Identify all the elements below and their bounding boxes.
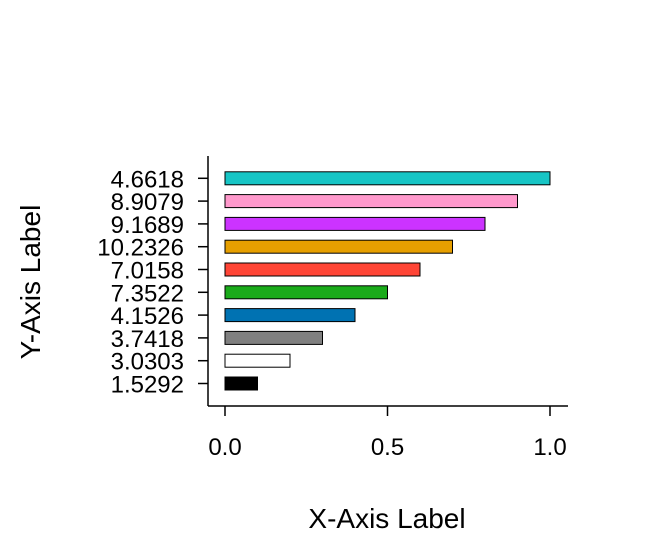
- plot-area: [224, 171, 551, 391]
- y-tick-label: 7.3522: [111, 280, 184, 307]
- y-tick-label: 4.1526: [111, 303, 184, 330]
- bar: [224, 239, 453, 254]
- bar: [224, 376, 258, 391]
- bar: [224, 262, 421, 277]
- y-tick-label: 8.9079: [111, 189, 184, 216]
- x-tick-label: 1.0: [533, 434, 566, 461]
- y-tick-label: 3.0303: [111, 349, 184, 376]
- bar: [224, 353, 291, 368]
- bar: [224, 285, 388, 300]
- x-tick-label: 0.0: [208, 434, 241, 461]
- bar: [224, 194, 518, 209]
- y-tick-label: 10.2326: [97, 235, 184, 262]
- y-tick-label: 1.5292: [111, 372, 184, 399]
- y-ticks: 1.52923.03033.74184.15267.35227.015810.2…: [97, 166, 208, 399]
- bar: [224, 308, 356, 323]
- y-tick-label: 7.0158: [111, 258, 184, 285]
- y-tick-label: 3.7418: [111, 326, 184, 353]
- x-tick-label: 0.5: [371, 434, 404, 461]
- bar: [224, 216, 486, 231]
- x-axis-label: X-Axis Label: [308, 503, 465, 534]
- y-tick-label: 4.6618: [111, 166, 184, 193]
- bar: [224, 171, 551, 186]
- x-ticks: 0.0 0.5 1.0: [208, 406, 567, 461]
- bar: [224, 330, 323, 345]
- y-tick-label: 9.1689: [111, 212, 184, 239]
- y-axis-label: Y-Axis Label: [15, 205, 46, 360]
